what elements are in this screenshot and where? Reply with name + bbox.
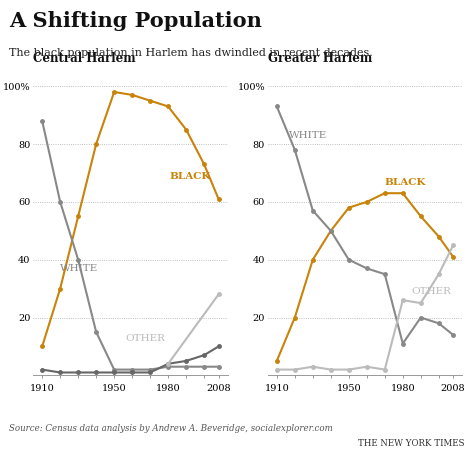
Text: WHITE: WHITE	[290, 131, 328, 140]
Text: Central Harlem: Central Harlem	[33, 52, 136, 65]
Text: BLACK: BLACK	[385, 177, 426, 187]
Text: Source: Census data analysis by Andrew A. Beveridge, socialexplorer.com: Source: Census data analysis by Andrew A…	[9, 424, 333, 433]
Text: OTHER: OTHER	[412, 288, 452, 296]
Text: WHITE: WHITE	[60, 264, 99, 273]
Text: Greater Harlem: Greater Harlem	[268, 52, 372, 65]
Text: A Shifting Population: A Shifting Population	[9, 11, 262, 31]
Text: BLACK: BLACK	[170, 172, 211, 181]
Text: The black population in Harlem has dwindled in recent decades.: The black population in Harlem has dwind…	[9, 48, 373, 58]
Text: OTHER: OTHER	[125, 334, 165, 343]
Text: THE NEW YORK TIMES: THE NEW YORK TIMES	[358, 439, 465, 448]
